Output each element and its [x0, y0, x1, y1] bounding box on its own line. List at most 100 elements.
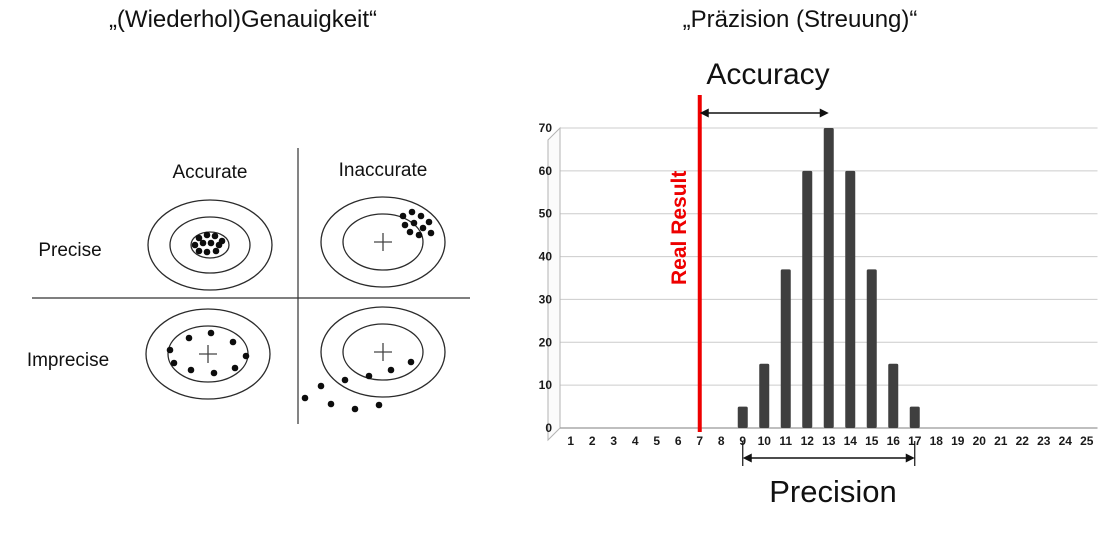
target-ring	[145, 308, 271, 400]
row-label-imprecise: Imprecise	[26, 350, 110, 371]
bar-cat-12	[802, 170, 813, 428]
accuracy-arrow-head-right	[819, 108, 829, 118]
precision-label: Precision	[769, 474, 897, 509]
x-tick-label: 25	[1080, 434, 1094, 448]
precision-arrow-head-left	[742, 453, 752, 463]
real-result-label: Real Result	[668, 171, 691, 285]
shot-dot	[231, 364, 239, 372]
x-tick-label: 5	[653, 434, 660, 448]
x-tick-label: 22	[1016, 434, 1030, 448]
shot-dot	[203, 231, 211, 239]
right-panel-title: „Präzision (Streuung)“	[682, 6, 918, 33]
x-tick-label: 8	[718, 434, 725, 448]
x-tick-label: 13	[822, 434, 836, 448]
shot-dot	[212, 247, 220, 255]
x-tick-label: 7	[696, 434, 703, 448]
shot-dot	[215, 241, 223, 249]
y-tick-label: 20	[539, 335, 553, 349]
shot-dot	[207, 329, 215, 337]
y-tick-label: 0	[545, 421, 552, 435]
shot-dot	[195, 234, 203, 242]
x-tick-label: 1	[567, 434, 574, 448]
shot-dot	[419, 224, 427, 232]
target-ring	[147, 199, 273, 291]
shot-dot	[375, 401, 383, 409]
y-tick-label: 10	[539, 378, 553, 392]
bar-cat-11	[780, 269, 791, 428]
target-imprecise-accurate	[145, 308, 271, 400]
bar-cat-17	[909, 406, 920, 428]
shot-dot	[341, 376, 349, 384]
shot-dot	[425, 218, 433, 226]
x-tick-label: 20	[973, 434, 987, 448]
target-ring	[320, 306, 446, 398]
target-ring	[320, 196, 446, 288]
col-header-inaccurate: Inaccurate	[338, 160, 428, 181]
accuracy-label: Accuracy	[706, 58, 830, 91]
x-tick-label: 21	[994, 434, 1008, 448]
shot-dot	[199, 239, 207, 247]
shot-dot	[408, 208, 416, 216]
x-tick-label: 14	[844, 434, 858, 448]
bar-cat-16	[888, 363, 899, 428]
shot-dot	[317, 382, 325, 390]
shot-dot	[187, 366, 195, 374]
bar-cat-14	[845, 170, 856, 428]
y-tick-label: 50	[539, 207, 553, 221]
shot-dot	[401, 221, 409, 229]
shot-dot	[242, 352, 250, 360]
target-ring	[169, 216, 251, 274]
target-ring	[342, 213, 424, 271]
x-tick-label: 18	[930, 434, 944, 448]
target-precise-inaccurate	[320, 196, 446, 288]
shot-dot	[407, 358, 415, 366]
shot-dot	[195, 247, 203, 255]
col-header-accurate: Accurate	[172, 162, 248, 183]
shot-dot	[415, 231, 423, 239]
shot-dot	[387, 366, 395, 374]
chart-generated-layer: 0102030405060701234567891011121314151617…	[539, 95, 1098, 466]
target-ring	[190, 231, 230, 259]
shot-dot	[427, 229, 435, 237]
shot-dot	[191, 241, 199, 249]
y-tick-label: 40	[539, 250, 553, 264]
x-tick-label: 2	[589, 434, 596, 448]
shot-dot	[417, 212, 425, 220]
bar-cat-9	[737, 406, 748, 428]
y-tick-label: 60	[539, 164, 553, 178]
shot-dot	[185, 334, 193, 342]
shot-dot	[207, 239, 215, 247]
bar-cat-13	[823, 128, 834, 428]
shot-dot	[211, 232, 219, 240]
shot-dot	[229, 338, 237, 346]
x-tick-label: 10	[758, 434, 772, 448]
x-tick-label: 3	[610, 434, 617, 448]
shot-dot	[399, 212, 407, 220]
x-tick-label: 4	[632, 434, 639, 448]
target-precise-accurate	[147, 199, 273, 291]
bar-cat-15	[866, 269, 877, 428]
precision-histogram: 0102030405060701234567891011121314151617…	[539, 95, 1098, 466]
shot-dot	[170, 359, 178, 367]
x-tick-label: 24	[1059, 434, 1073, 448]
shot-dot	[203, 248, 211, 256]
shot-dot	[327, 400, 335, 408]
x-tick-label: 23	[1037, 434, 1051, 448]
shot-dot	[365, 372, 373, 380]
target-ring	[342, 323, 424, 381]
x-tick-label: 11	[779, 434, 792, 448]
accuracy-arrow-head-left	[699, 108, 709, 118]
x-tick-label: 15	[865, 434, 879, 448]
row-label-precise: Precise	[38, 240, 102, 261]
y-tick-label: 70	[539, 121, 553, 135]
x-tick-label: 16	[887, 434, 901, 448]
shot-dot	[410, 219, 418, 227]
precision-arrow-head-right	[905, 453, 915, 463]
x-tick-label: 12	[801, 434, 815, 448]
y-tick-label: 30	[539, 292, 553, 306]
bar-cat-10	[759, 363, 770, 428]
left-panel-title: „(Wiederhol)Genauigkeit“	[108, 6, 378, 33]
x-tick-label: 6	[675, 434, 682, 448]
shot-dot	[301, 394, 309, 402]
